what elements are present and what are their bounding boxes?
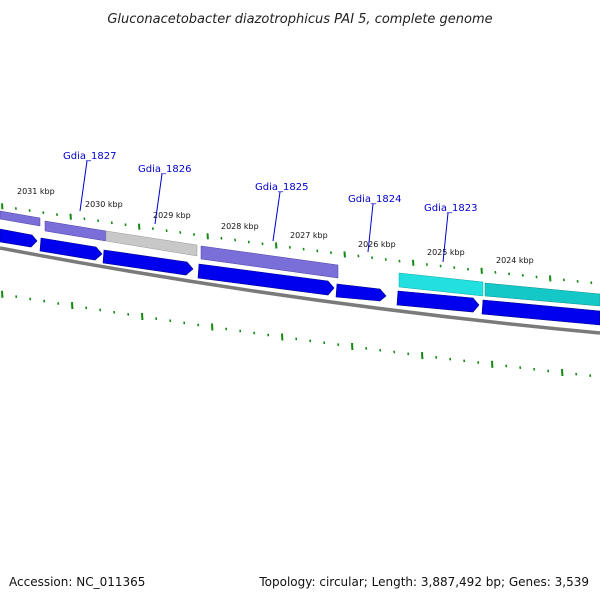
kbp-label: 2031 kbp <box>17 187 55 196</box>
cog-segment[interactable] <box>484 282 600 307</box>
cds-arrow[interactable] <box>0 228 38 248</box>
cds-arrow[interactable] <box>396 290 480 313</box>
kbp-label: 2029 kbp <box>153 211 191 220</box>
kbp-label: 2028 kbp <box>221 222 259 231</box>
cog-segment[interactable] <box>0 210 41 227</box>
gene-labels: Gdia_1827 Gdia_1826 Gdia_1825 Gdia_1824 … <box>63 151 477 263</box>
cds-track <box>0 228 600 326</box>
gene-leader-line <box>442 212 449 263</box>
cog-segment[interactable] <box>105 230 198 257</box>
gene-leader-line <box>272 191 281 242</box>
cog-segment[interactable] <box>398 272 484 297</box>
cog-segment[interactable] <box>200 245 339 279</box>
gene-label-gdia-1823[interactable]: Gdia_1823 <box>424 203 477 214</box>
cds-arrow[interactable] <box>481 299 600 326</box>
gene-label-gdia-1824[interactable]: Gdia_1824 <box>348 194 401 205</box>
kbp-label: 2030 kbp <box>85 200 123 209</box>
cds-arrow[interactable] <box>39 237 103 261</box>
kbp-label: 2025 kbp <box>427 248 465 257</box>
gene-label-gdia-1826[interactable]: Gdia_1826 <box>138 164 191 175</box>
map-title: Gluconacetobacter diazotrophicus PAI 5, … <box>107 12 492 27</box>
topology-label: Topology: circular; Length: 3,887,492 bp… <box>258 575 589 589</box>
cog-track <box>0 210 600 307</box>
accession-label: Accession: NC_011365 <box>9 575 145 589</box>
kbp-labels: 2031 kbp 2030 kbp 2029 kbp 2028 kbp 2027… <box>17 187 534 265</box>
gene-leader-line <box>79 160 88 212</box>
inner-tick-ring <box>1 290 592 378</box>
genome-backbone <box>0 246 600 335</box>
gene-label-gdia-1827[interactable]: Gdia_1827 <box>63 151 116 162</box>
gene-label-gdia-1825[interactable]: Gdia_1825 <box>255 182 308 193</box>
cds-arrow[interactable] <box>335 283 387 302</box>
kbp-label: 2026 kbp <box>358 240 396 249</box>
cog-segment[interactable] <box>44 220 107 242</box>
gene-leader-line <box>154 173 163 225</box>
gene-leader-line <box>367 203 374 253</box>
cds-arrow[interactable] <box>197 263 335 296</box>
kbp-label: 2027 kbp <box>290 231 328 240</box>
kbp-label: 2024 kbp <box>496 256 534 265</box>
cds-arrow[interactable] <box>102 249 194 276</box>
outer-tick-ring <box>1 203 593 285</box>
